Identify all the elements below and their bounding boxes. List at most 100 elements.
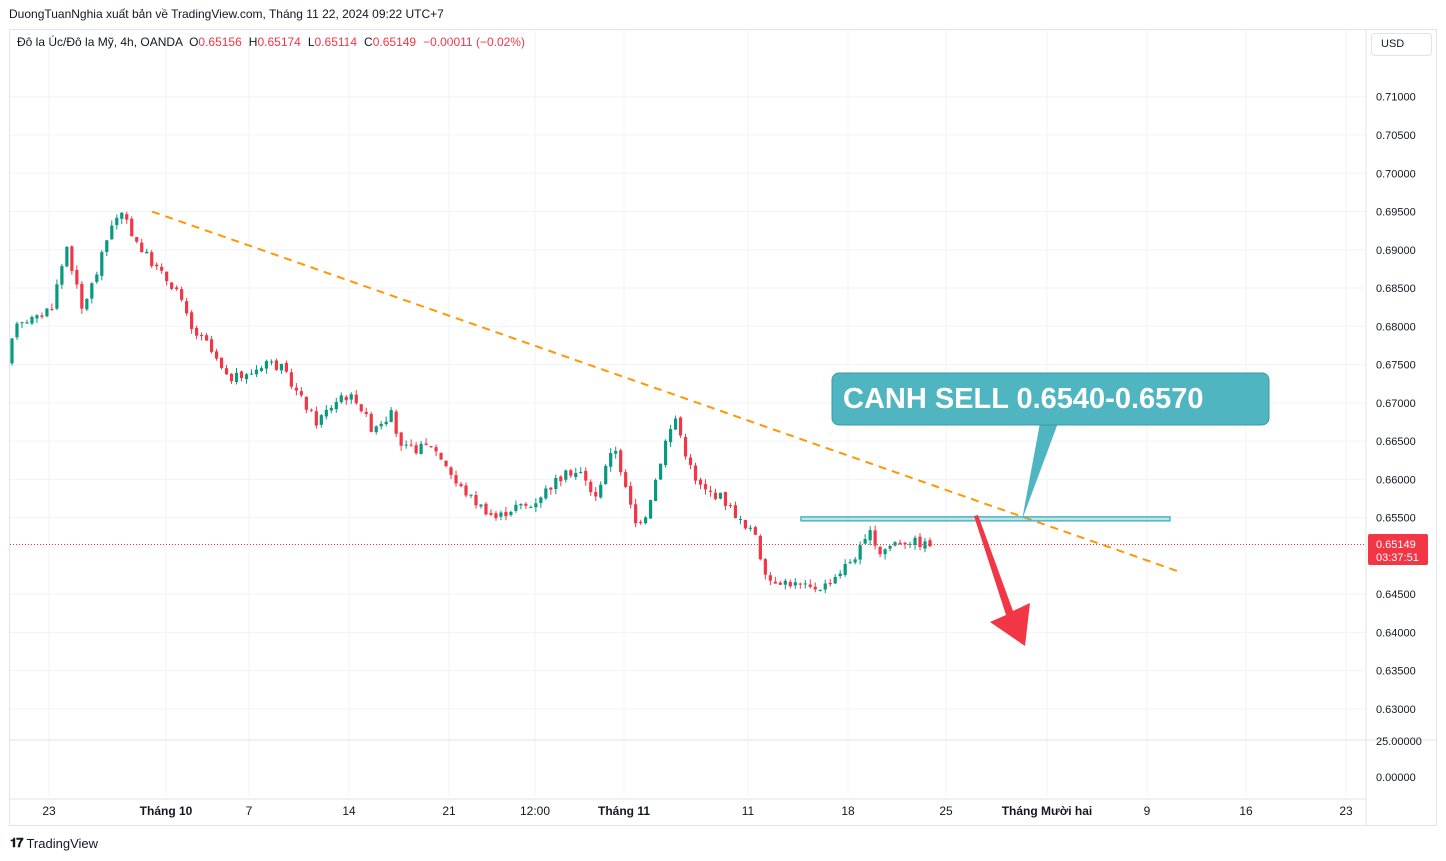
down-arrow-icon — [974, 515, 1030, 646]
candle-body — [234, 372, 239, 382]
open-value: 0.65156 — [198, 35, 242, 49]
candle-body — [614, 450, 618, 454]
candle-body — [803, 583, 807, 585]
time-axis-label: Tháng 10 — [140, 804, 193, 818]
candle-body — [748, 527, 752, 529]
time-axis-label: 16 — [1239, 804, 1253, 818]
candle-body — [50, 308, 54, 310]
candle-body — [753, 527, 757, 535]
candle-body — [25, 322, 29, 324]
candle-body — [823, 583, 827, 590]
close-value: 0.65149 — [372, 35, 417, 49]
candle-body — [883, 549, 887, 555]
price-axis-label: 0.70500 — [1376, 130, 1416, 142]
candle-body — [773, 581, 777, 584]
candle-body — [668, 429, 673, 443]
candle-body — [145, 251, 149, 254]
candle-body — [928, 540, 932, 547]
candle-body — [484, 503, 488, 515]
candle-body — [848, 562, 852, 564]
candle-body — [344, 396, 348, 401]
candle-body — [728, 505, 733, 507]
candle-body — [788, 581, 792, 587]
candle-body — [828, 583, 832, 585]
price-axis-label: 0.64000 — [1376, 627, 1416, 639]
candle-body — [639, 521, 643, 523]
candle-body — [314, 411, 318, 426]
candle-body — [893, 542, 897, 546]
candle-body — [763, 559, 767, 575]
price-axis: 0.71000 0.70500 0.70000 0.69500 0.69000 0.685… — [1376, 92, 1422, 784]
candle-body — [758, 536, 762, 560]
candle-body — [274, 360, 279, 370]
candle-body — [294, 387, 298, 391]
candle-body — [374, 426, 378, 433]
candle-body — [723, 492, 728, 506]
candle-body — [634, 504, 638, 524]
candle-body — [140, 242, 144, 253]
candle-body — [384, 421, 388, 425]
resistance-zone — [800, 516, 1171, 522]
candle-body — [254, 369, 259, 375]
candle-body — [80, 283, 84, 309]
candle-body — [658, 463, 663, 480]
candle-body — [868, 530, 872, 541]
candle-body — [434, 447, 438, 452]
candle-body — [135, 237, 139, 242]
candle-body — [289, 372, 293, 387]
candle-body — [469, 494, 473, 496]
candle-body — [878, 547, 882, 555]
candle-body — [55, 284, 59, 309]
candle-body — [703, 484, 708, 490]
symbol-title[interactable]: Đô la Úc/Đô la Mỹ, 4h, OANDA — [17, 35, 184, 49]
tradingview-logo-icon: 𝟏𝟕 — [10, 835, 24, 850]
candle-body — [663, 440, 668, 466]
candle-body — [125, 214, 129, 220]
candle-body — [479, 504, 483, 507]
candle-body — [199, 334, 204, 336]
price-tag-countdown: 03:37:51 — [1376, 552, 1419, 564]
candle-body — [494, 513, 498, 519]
candle-body — [629, 486, 633, 505]
time-axis-label: 25 — [939, 804, 953, 818]
candle-body — [214, 351, 219, 359]
candle-body — [594, 492, 598, 497]
candle-body — [194, 327, 199, 336]
candle-body — [514, 504, 518, 511]
candle-body — [693, 465, 698, 481]
price-axis-label: 0.67500 — [1376, 360, 1416, 372]
candle-body — [204, 335, 209, 341]
candle-body — [409, 444, 413, 446]
candle-body — [599, 484, 603, 498]
price-axis-label: 0.66000 — [1376, 474, 1416, 486]
candle-body — [913, 537, 917, 545]
candle-body — [155, 264, 159, 267]
candle-body — [399, 432, 403, 446]
candle-body — [304, 396, 308, 410]
candle-body — [334, 401, 338, 410]
candle-body — [394, 411, 398, 434]
candle-body — [534, 503, 538, 508]
candle-body — [813, 586, 817, 590]
candle-body — [619, 450, 623, 473]
candle-body — [150, 252, 154, 267]
candle-body — [713, 492, 718, 499]
currency-button[interactable]: USD — [1371, 33, 1432, 56]
chart-frame — [9, 29, 1437, 826]
time-axis-label: 7 — [246, 804, 253, 818]
candle-body — [190, 312, 194, 329]
candle-body — [888, 545, 892, 549]
candle-body — [40, 315, 44, 317]
candle-body — [85, 298, 89, 310]
candle-body — [309, 409, 313, 411]
candle-body — [354, 394, 358, 404]
candle-body — [449, 467, 453, 475]
candle-body — [708, 490, 713, 492]
candle-body — [379, 423, 383, 427]
candle-body — [918, 536, 922, 548]
candle-body — [833, 576, 837, 584]
price-axis-label: 0.66500 — [1376, 436, 1416, 448]
candle-body — [778, 582, 782, 585]
candle-body — [688, 457, 693, 465]
